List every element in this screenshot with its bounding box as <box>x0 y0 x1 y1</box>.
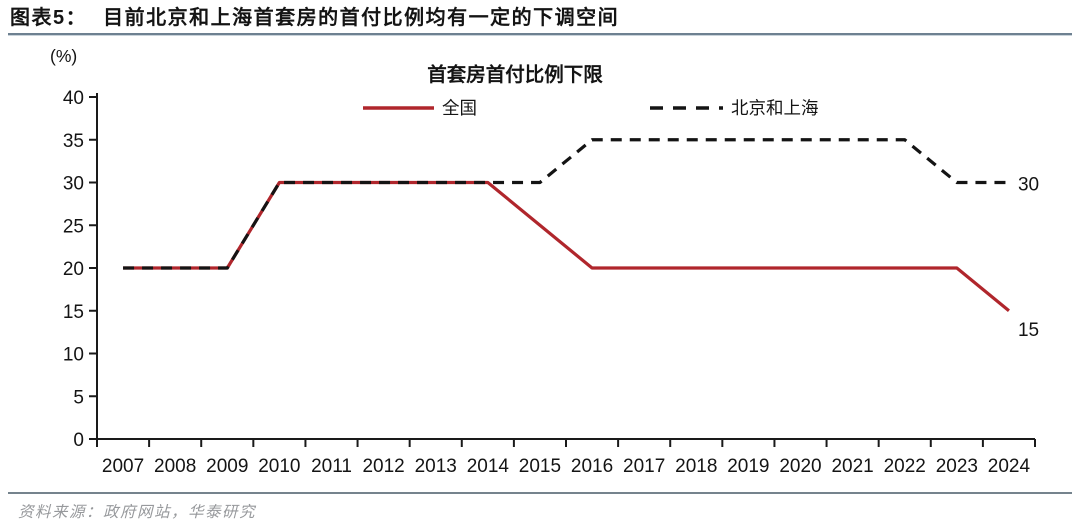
legend-label-national: 全国 <box>442 98 477 118</box>
y-tick-label: 20 <box>63 259 84 280</box>
x-tick-label: 2008 <box>154 456 196 477</box>
x-tick-label: 2023 <box>936 456 978 477</box>
x-tick-label: 2020 <box>779 456 821 477</box>
x-tick-label: 2021 <box>831 456 873 477</box>
x-tick-label: 2014 <box>467 456 510 477</box>
x-tick-label: 2013 <box>415 456 457 477</box>
y-tick-label: 40 <box>63 88 84 109</box>
axis-lines <box>96 93 1035 440</box>
footer-rule <box>8 492 1072 494</box>
x-tick-label: 2011 <box>311 456 352 477</box>
series-end-label: 30 <box>1018 175 1039 196</box>
x-tick-label: 2018 <box>675 456 717 477</box>
y-tick-label: 15 <box>63 302 84 323</box>
series-end-label: 15 <box>1018 320 1039 341</box>
header-rule <box>8 33 1072 36</box>
plot-area: 0 5 10 15 20 25 30 35 40 2007 2008 2009 2010 2011 2012… <box>63 88 1039 477</box>
y-tick-label: 25 <box>63 216 84 237</box>
y-tick-label: 10 <box>63 345 84 366</box>
y-tick-label: 5 <box>73 387 84 408</box>
figure-title: 目前北京和上海首套房的首付比例均有一定的下调空间 <box>103 7 620 29</box>
figure-header: 图表5： 目前北京和上海首套房的首付比例均有一定的下调空间 <box>10 6 1070 30</box>
x-tick-label: 2017 <box>623 456 665 477</box>
source-note: 资料来源：政府网站，华泰研究 <box>18 504 257 521</box>
x-tick-label: 2009 <box>206 456 248 477</box>
x-tick-label: 2010 <box>258 456 300 477</box>
x-tick-label: 2024 <box>988 456 1031 477</box>
y-axis-unit: (%) <box>50 46 77 66</box>
y-tick-label: 0 <box>73 430 84 451</box>
x-tick-label: 2015 <box>519 456 561 477</box>
x-tick-label: 2016 <box>571 456 613 477</box>
series-line-national <box>123 180 1010 312</box>
x-tick-label: 2007 <box>102 456 144 477</box>
x-tick-label: 2019 <box>727 456 769 477</box>
series-line-beijing-shanghai <box>123 138 1009 270</box>
legend-label-beijing-shanghai: 北京和上海 <box>731 98 819 118</box>
x-tick-label: 2022 <box>884 456 926 477</box>
y-tick-label: 35 <box>63 131 84 152</box>
x-tick-label: 2012 <box>362 456 404 477</box>
chart-title: 首套房首付比例下限 <box>427 63 603 86</box>
y-tick-label: 30 <box>63 174 84 195</box>
legend: 全国 北京和上海 <box>363 98 819 118</box>
figure-label: 图表5： <box>10 7 88 29</box>
